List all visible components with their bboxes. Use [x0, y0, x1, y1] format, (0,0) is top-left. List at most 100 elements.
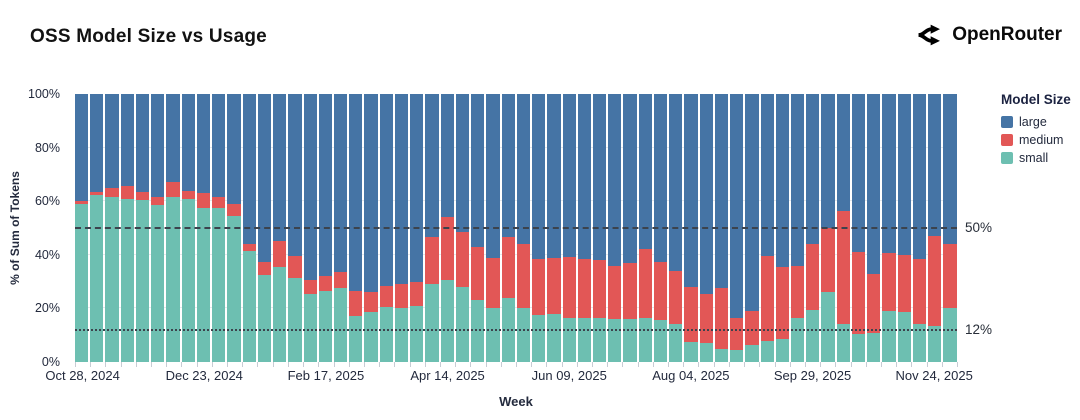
bar-week-2025-01-27[interactable] [273, 94, 287, 362]
bar-week-2025-10-06[interactable] [821, 94, 835, 362]
bar-segment-small[interactable] [303, 293, 317, 362]
bar-segment-small[interactable] [897, 312, 911, 362]
bar-week-2025-01-06[interactable] [227, 94, 241, 362]
bar-segment-large[interactable] [471, 94, 485, 247]
bar-segment-medium[interactable] [471, 246, 485, 301]
bar-segment-medium[interactable] [257, 261, 272, 275]
bar-segment-small[interactable] [699, 343, 713, 362]
bar-week-2025-03-24[interactable] [394, 94, 409, 362]
bar-segment-medium[interactable] [623, 262, 637, 320]
bar-segment-large[interactable] [730, 94, 744, 318]
bar-segment-medium[interactable] [653, 261, 668, 321]
bar-segment-medium[interactable] [791, 265, 805, 318]
bar-segment-medium[interactable] [867, 273, 881, 333]
bar-segment-small[interactable] [227, 215, 241, 362]
bar-segment-medium[interactable] [379, 285, 393, 308]
bar-week-2025-01-13[interactable] [242, 94, 256, 362]
bar-segment-large[interactable] [303, 94, 317, 281]
bar-segment-large[interactable] [882, 94, 896, 254]
bar-week-2025-09-22[interactable] [791, 94, 805, 362]
bar-segment-small[interactable] [928, 325, 942, 362]
bar-segment-large[interactable] [120, 94, 134, 187]
bar-segment-medium[interactable] [273, 241, 287, 267]
bar-segment-medium[interactable] [836, 210, 850, 325]
bar-week-2025-06-09[interactable] [562, 94, 576, 362]
bar-week-2025-07-28[interactable] [669, 94, 683, 362]
bar-segment-small[interactable] [364, 312, 378, 362]
bar-segment-medium[interactable] [638, 249, 652, 318]
bar-segment-large[interactable] [135, 94, 150, 192]
bar-segment-small[interactable] [608, 319, 622, 362]
bar-segment-small[interactable] [821, 292, 835, 362]
bar-segment-large[interactable] [928, 94, 942, 237]
bar-segment-medium[interactable] [440, 217, 454, 281]
bar-segment-large[interactable] [90, 94, 104, 192]
bar-segment-medium[interactable] [699, 293, 713, 344]
bar-week-2025-01-20[interactable] [257, 94, 272, 362]
bar-segment-small[interactable] [166, 197, 180, 362]
bar-segment-medium[interactable] [882, 253, 896, 312]
bar-week-2025-06-16[interactable] [577, 94, 591, 362]
bar-segment-large[interactable] [455, 94, 470, 233]
bar-segment-medium[interactable] [592, 260, 607, 318]
bar-segment-large[interactable] [684, 94, 698, 287]
bar-week-2025-12-01[interactable] [943, 94, 957, 362]
bar-segment-medium[interactable] [196, 193, 211, 208]
bar-segment-small[interactable] [562, 317, 576, 362]
bar-week-2024-11-04[interactable] [90, 94, 104, 362]
bar-segment-small[interactable] [791, 317, 805, 362]
bar-segment-small[interactable] [75, 203, 89, 362]
bar-week-2024-10-28[interactable] [75, 94, 89, 362]
bar-segment-small[interactable] [90, 194, 104, 362]
bar-week-2025-05-19[interactable] [516, 94, 531, 362]
bar-segment-large[interactable] [638, 94, 652, 250]
bar-segment-small[interactable] [242, 250, 256, 362]
bar-segment-large[interactable] [699, 94, 713, 294]
bar-segment-medium[interactable] [410, 281, 424, 306]
bar-segment-large[interactable] [836, 94, 850, 211]
bar-segment-small[interactable] [425, 284, 439, 362]
bar-week-2024-12-16[interactable] [181, 94, 195, 362]
bar-segment-small[interactable] [349, 316, 363, 362]
bar-segment-large[interactable] [212, 94, 226, 198]
bar-week-2025-08-25[interactable] [730, 94, 744, 362]
bar-segment-large[interactable] [105, 94, 119, 188]
bar-segment-large[interactable] [912, 94, 927, 259]
bar-segment-large[interactable] [333, 94, 348, 273]
bar-segment-medium[interactable] [577, 258, 591, 318]
bar-segment-medium[interactable] [547, 257, 561, 314]
legend-entry-small[interactable]: small [1001, 151, 1077, 165]
bar-week-2025-11-24[interactable] [928, 94, 942, 362]
bar-segment-medium[interactable] [288, 256, 302, 278]
bar-segment-large[interactable] [851, 94, 866, 253]
bar-week-2025-04-21[interactable] [455, 94, 470, 362]
bar-segment-small[interactable] [882, 311, 896, 362]
bar-week-2024-12-23[interactable] [196, 94, 211, 362]
bar-segment-large[interactable] [760, 94, 774, 257]
bar-segment-medium[interactable] [806, 244, 820, 310]
bar-segment-small[interactable] [638, 317, 652, 362]
bar-segment-medium[interactable] [75, 201, 89, 204]
bar-segment-small[interactable] [775, 339, 790, 362]
bar-segment-large[interactable] [623, 94, 637, 263]
bar-segment-small[interactable] [577, 317, 591, 362]
bar-week-2025-05-05[interactable] [486, 94, 500, 362]
bar-week-2025-09-29[interactable] [806, 94, 820, 362]
bar-segment-medium[interactable] [760, 256, 774, 341]
bar-week-2024-12-30[interactable] [212, 94, 226, 362]
bar-week-2025-09-15[interactable] [775, 94, 790, 362]
bar-segment-small[interactable] [196, 207, 211, 362]
bar-segment-small[interactable] [486, 308, 500, 362]
bar-week-2025-04-28[interactable] [471, 94, 485, 362]
bar-segment-medium[interactable] [242, 244, 256, 251]
bar-segment-small[interactable] [653, 320, 668, 362]
bar-segment-large[interactable] [547, 94, 561, 258]
bar-segment-medium[interactable] [455, 232, 470, 287]
bar-segment-small[interactable] [730, 349, 744, 362]
legend-entry-medium[interactable]: medium [1001, 133, 1077, 147]
bar-segment-medium[interactable] [851, 252, 866, 334]
bar-segment-small[interactable] [257, 274, 272, 362]
bar-segment-small[interactable] [851, 333, 866, 362]
bar-segment-large[interactable] [821, 94, 835, 229]
bar-segment-medium[interactable] [318, 276, 332, 291]
